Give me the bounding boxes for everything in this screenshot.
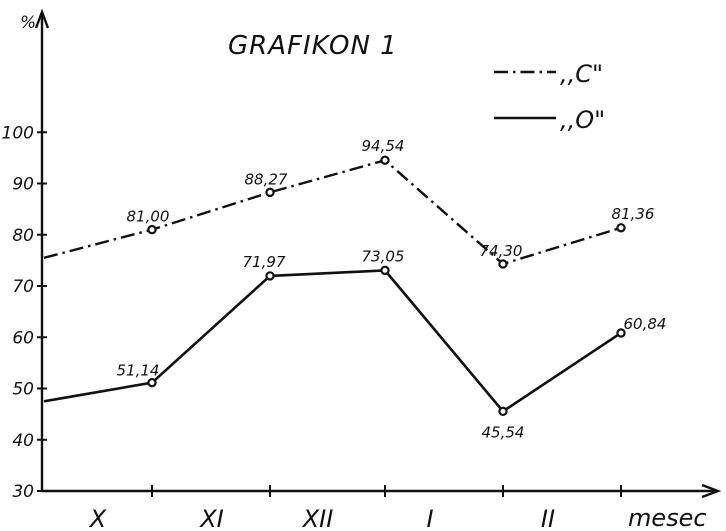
chart-title: GRAFIKON 1 (228, 31, 398, 61)
y-tick-label: 50 (12, 380, 34, 400)
y-tick-label: 90 (12, 175, 34, 195)
data-label: 81,36 (612, 205, 655, 223)
data-label: 88,27 (245, 170, 288, 188)
y-axis-label: % (20, 13, 36, 33)
y-tick-label: 30 (12, 482, 34, 502)
legend-label: ,,O" (560, 106, 605, 134)
x-tick-label: II (541, 505, 555, 531)
series-line (43, 269, 622, 414)
data-point (147, 224, 157, 235)
y-tick-label: 60 (12, 328, 34, 348)
legend: ,,C" ,,O" (494, 60, 605, 134)
data-label: 51,14 (117, 362, 160, 380)
legend-label: ,,C" (560, 60, 603, 88)
data-point (265, 271, 275, 281)
x-tick-label: XII (301, 505, 334, 531)
x-tick-label: XI (198, 505, 224, 531)
data-label: 73,05 (362, 247, 405, 265)
data-point (498, 406, 508, 417)
y-ticks: 30 40 50 60 70 80 90 100 (2, 123, 47, 502)
data-point (147, 377, 157, 388)
x-axis-arrow (701, 483, 722, 499)
data-label: 94,54 (362, 137, 405, 155)
data-label: 81,00 (127, 208, 170, 226)
x-axis-label: mesec (628, 504, 707, 531)
data-point (616, 328, 626, 338)
x-ticks: X XI XII I II (88, 485, 622, 531)
series-layer: 81,00 88,27 94,54 74,30 81,36 51,14 71,97 73,05… (43, 137, 667, 441)
y-tick-label: 100 (2, 123, 34, 143)
data-label: 45,54 (482, 423, 525, 441)
data-label: 74,30 (480, 242, 523, 260)
y-tick-label: 70 (12, 277, 34, 297)
axes (34, 8, 722, 499)
data-point (616, 223, 626, 233)
data-point (498, 259, 508, 269)
x-tick-label: I (426, 505, 433, 531)
y-axis-arrow (34, 8, 50, 29)
data-label: 71,97 (243, 253, 286, 271)
y-tick-label: 40 (12, 431, 34, 451)
x-tick-label: X (88, 505, 107, 531)
series-line (43, 158, 622, 266)
y-tick-label: 80 (12, 226, 34, 246)
data-point (380, 155, 390, 165)
data-point (265, 187, 275, 198)
data-label: 60,84 (624, 315, 667, 333)
data-point (380, 265, 390, 276)
